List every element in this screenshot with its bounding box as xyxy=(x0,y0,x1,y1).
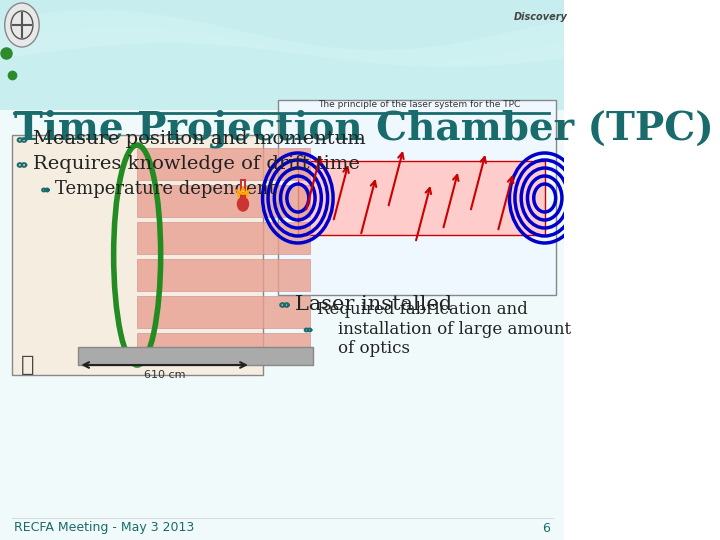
Text: Requires knowledge of drift time: Requires knowledge of drift time xyxy=(33,155,360,173)
Polygon shape xyxy=(0,0,564,50)
Bar xyxy=(240,180,246,202)
Text: Measure position and momentum: Measure position and momentum xyxy=(33,130,366,148)
Polygon shape xyxy=(0,0,564,110)
Bar xyxy=(12,135,263,375)
Text: Required fabrication and
    installation of large amount
    of optics: Required fabrication and installation of… xyxy=(318,301,572,357)
Polygon shape xyxy=(0,0,564,67)
Circle shape xyxy=(5,3,39,47)
Text: Discovery: Discovery xyxy=(513,12,567,22)
Bar xyxy=(137,222,310,254)
Text: 610 cm: 610 cm xyxy=(144,370,185,380)
Text: 🚶: 🚶 xyxy=(21,355,34,375)
Bar xyxy=(0,95,564,540)
Bar xyxy=(137,333,310,365)
Bar xyxy=(298,161,545,235)
Bar xyxy=(137,148,310,180)
Bar xyxy=(137,185,310,217)
Text: RECFA Meeting - May 3 2013: RECFA Meeting - May 3 2013 xyxy=(14,522,194,535)
Text: Laser installed: Laser installed xyxy=(295,294,453,314)
Bar xyxy=(137,259,310,291)
Text: Time Projection Chamber (TPC): Time Projection Chamber (TPC) xyxy=(14,110,714,148)
Bar xyxy=(241,192,245,202)
Polygon shape xyxy=(0,0,564,63)
Bar xyxy=(78,347,313,365)
Text: The principle of the laser system for the TPC: The principle of the laser system for th… xyxy=(318,100,521,109)
Bar xyxy=(278,100,557,295)
Bar xyxy=(137,296,310,328)
Text: Temperature dependent: Temperature dependent xyxy=(55,180,276,198)
Text: 6: 6 xyxy=(542,522,550,535)
Circle shape xyxy=(238,197,248,211)
